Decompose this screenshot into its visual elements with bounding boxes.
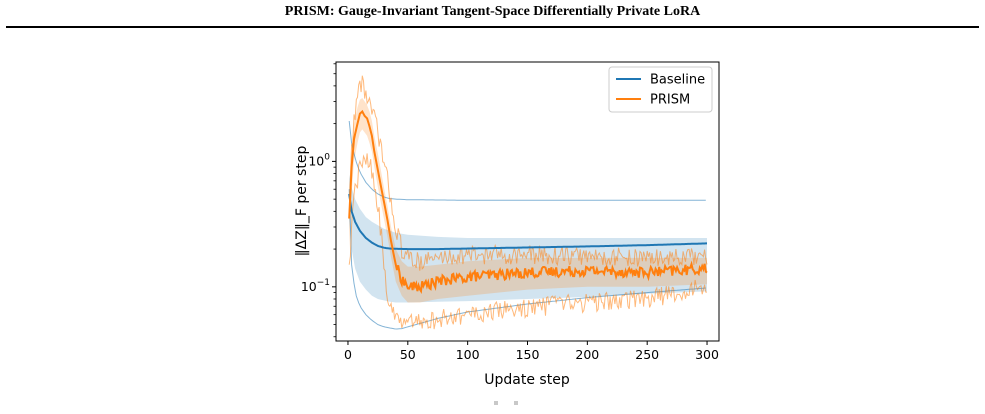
- mean-line-baseline: [348, 193, 707, 251]
- x-tick-label-200: 200: [575, 347, 599, 362]
- band-prism: [349, 98, 707, 303]
- legend-label-baseline: Baseline: [650, 73, 705, 88]
- run-upper-prism: [348, 75, 708, 271]
- run-upper-baseline: [348, 120, 706, 201]
- y-axis-label: ‖ΔZ‖_F per step: [294, 146, 310, 257]
- x-tick-label-150: 150: [516, 347, 540, 362]
- axes-layer: 0 50 100 150 200 250 300 100 10−1: [301, 63, 719, 362]
- x-tick-label-300: 300: [695, 347, 719, 362]
- means-layer: [348, 109, 708, 295]
- band-baseline: [349, 174, 707, 303]
- x-tick-label-100: 100: [456, 347, 480, 362]
- caption-fragment: [494, 401, 518, 405]
- header-rule: [6, 26, 979, 28]
- y-tick-label-1: 10−1: [301, 278, 330, 294]
- x-tick-label-50: 50: [400, 347, 416, 362]
- mean-line-prism: [348, 109, 708, 295]
- x-tick-label-250: 250: [635, 347, 659, 362]
- legend-label-prism: PRISM: [650, 93, 690, 108]
- run-lower-baseline: [348, 189, 706, 330]
- bands-layer: [349, 98, 707, 303]
- y-tick-label-0: 100: [308, 152, 330, 168]
- x-tick-label-0: 0: [344, 347, 352, 362]
- page-header-title: PRISM: Gauge-Invariant Tangent-Space Dif…: [284, 4, 701, 19]
- legend: Baseline PRISM: [608, 66, 713, 113]
- runs-layer: [348, 75, 708, 330]
- x-axis-label: Update step: [484, 372, 570, 388]
- run-lower-prism: [348, 153, 707, 330]
